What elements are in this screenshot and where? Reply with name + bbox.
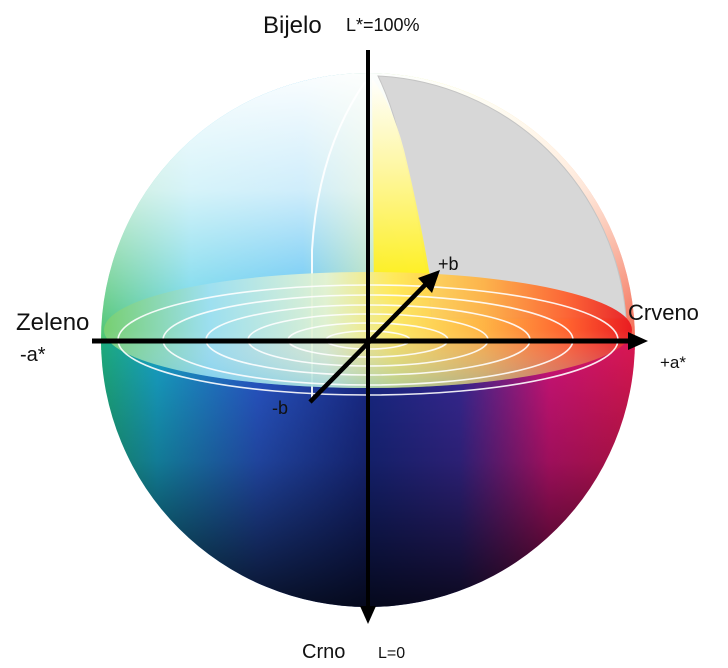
meridian-line bbox=[311, 81, 366, 402]
b-axis bbox=[308, 270, 440, 404]
label-plus-b: +b bbox=[438, 254, 459, 274]
a-axis bbox=[92, 332, 648, 350]
l-axis-arrow-down-icon bbox=[360, 606, 376, 624]
yellow-section bbox=[372, 78, 434, 300]
label-green: Zeleno bbox=[16, 309, 89, 336]
label-l-0: L=0 bbox=[378, 645, 405, 662]
label-plus-a: +a* bbox=[660, 353, 686, 372]
b-axis-arrow-icon bbox=[418, 270, 440, 293]
label-black: Crno bbox=[302, 641, 345, 663]
label-white: Bijelo bbox=[263, 12, 322, 39]
label-minus-a: -a* bbox=[20, 344, 46, 366]
label-minus-b: -b bbox=[272, 398, 288, 418]
a-axis-arrow-right-icon bbox=[628, 332, 648, 350]
label-red: Crveno bbox=[628, 300, 699, 325]
l-axis bbox=[360, 50, 376, 624]
label-l-100: L*=100% bbox=[346, 15, 420, 35]
